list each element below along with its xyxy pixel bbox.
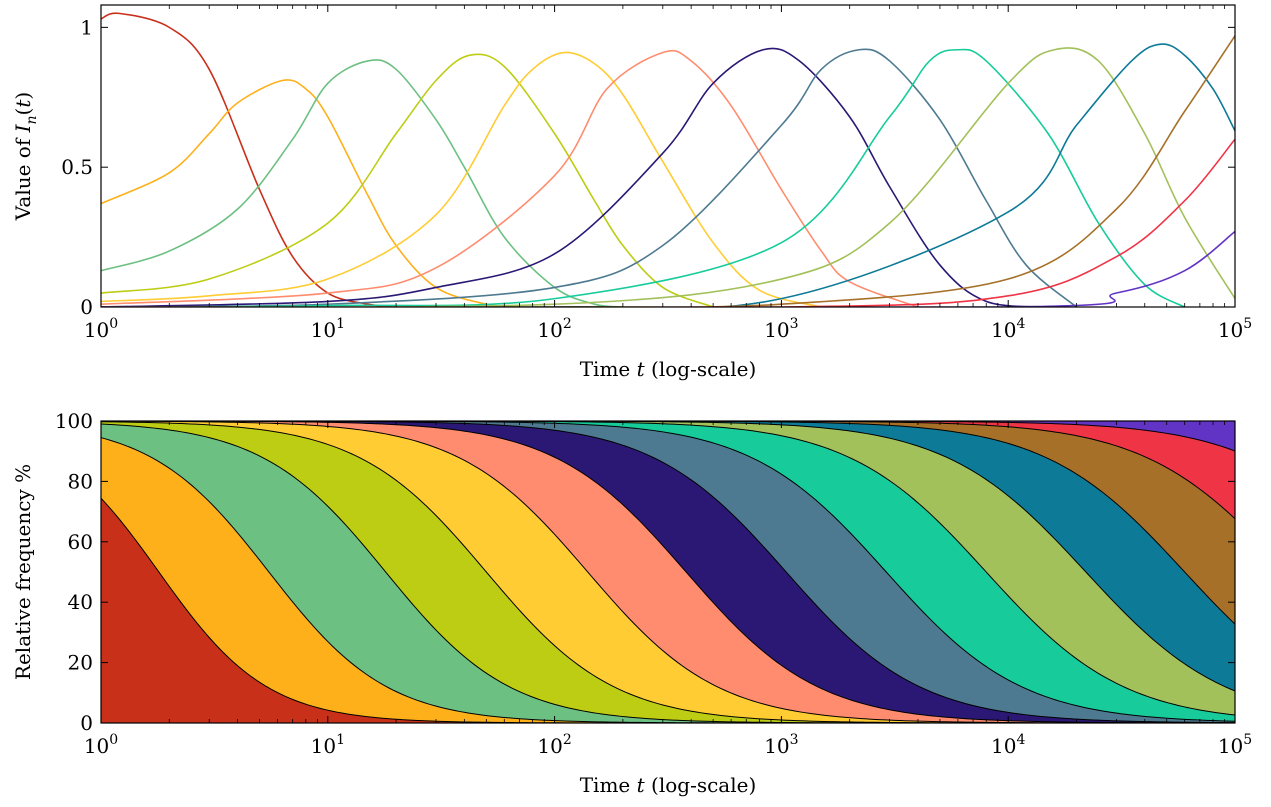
- area-layer-1: [101, 498, 1235, 723]
- series-line-2: [101, 79, 520, 307]
- y-tick-label: 1: [80, 15, 93, 39]
- x-tick-label: 102: [537, 732, 571, 758]
- line-series-group: [101, 12, 1235, 307]
- y-axis-label-bottom: Relative frequency %: [11, 464, 35, 680]
- series-line-5: [101, 51, 822, 307]
- series-line-7: [101, 47, 1049, 307]
- x-tick-label: 102: [537, 316, 571, 342]
- series-line-6: [101, 49, 919, 307]
- area-layer-8: [101, 421, 1235, 723]
- y-axis-label-top: Value of In(t): [11, 92, 40, 221]
- area-layer-6: [101, 421, 1235, 723]
- x-axis-label-top: Time t (log-scale): [580, 357, 757, 381]
- y-tick-label: 20: [68, 651, 93, 675]
- y-tick-label: 100: [55, 409, 93, 433]
- series-line-4: [101, 53, 714, 307]
- y-ticks-top: 00.51: [61, 15, 1235, 319]
- plot-frame-top: [100, 4, 1236, 308]
- area-boundary-10: [101, 421, 1235, 692]
- x-tick-label: 103: [764, 316, 798, 342]
- y-tick-label: 0.5: [61, 155, 93, 179]
- x-tick-label: 100: [84, 732, 118, 758]
- series-line-12: [101, 35, 1235, 307]
- series-line-14: [101, 230, 1235, 307]
- x-tick-label: 105: [1218, 316, 1252, 342]
- series-line-3: [101, 59, 623, 307]
- area-layer-9: [101, 421, 1235, 722]
- series-line-9: [101, 48, 1186, 307]
- series-line-11: [101, 43, 1235, 307]
- x-tick-label: 103: [764, 732, 798, 758]
- area-series-group: [101, 421, 1235, 723]
- area-layer-3: [101, 424, 1235, 723]
- y-ticks-bottom: 0 20 40 60 80 100: [55, 409, 1235, 735]
- series-line-1: [101, 12, 397, 307]
- series-line-8: [101, 48, 1077, 307]
- area-layer-7: [101, 421, 1235, 723]
- y-tick-label: 0: [80, 295, 93, 319]
- x-tick-label: 100: [84, 316, 118, 342]
- x-tick-label: 104: [991, 316, 1025, 342]
- area-chart-panel: 100 101 102 103 104 105 0 20 40 60 80 100 Time t (…: [11, 409, 1252, 797]
- line-chart-panel: 100 101 102 103 104 105 00.51 Time t (log-sca…: [11, 4, 1252, 381]
- x-axis-label-bottom: Time t (log-scale): [580, 773, 757, 797]
- y-tick-label: 80: [68, 469, 93, 493]
- area-layer-4: [101, 421, 1235, 723]
- area-layer-13: [101, 421, 1235, 519]
- area-layer-14: [101, 421, 1235, 451]
- area-layer-5: [101, 421, 1235, 723]
- area-boundary-6: [101, 421, 1235, 723]
- x-tick-label: 101: [311, 316, 345, 342]
- x-tick-label: 104: [991, 732, 1025, 758]
- y-tick-label: 0: [80, 711, 93, 735]
- series-line-13: [101, 138, 1235, 307]
- y-tick-label: 40: [68, 590, 93, 614]
- plot-frame-bottom: [100, 420, 1236, 724]
- series-line-10: [101, 47, 1235, 307]
- x-tick-label: 101: [311, 732, 345, 758]
- area-layer-10: [101, 421, 1235, 716]
- y-tick-label: 60: [68, 530, 93, 554]
- x-tick-label: 105: [1218, 732, 1252, 758]
